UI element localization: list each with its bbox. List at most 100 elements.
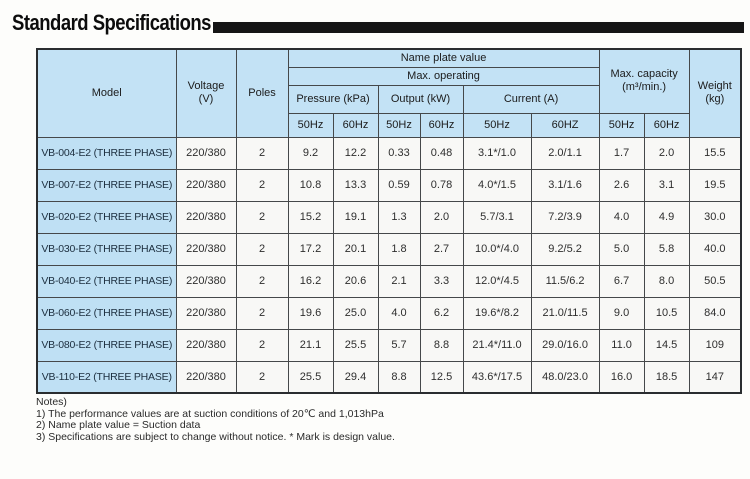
- cell-capacity-50hz: 1.7: [598, 136, 645, 170]
- col-group-max-operating: Max. operating: [287, 66, 600, 86]
- cell-output-60hz: 2.7: [419, 232, 464, 266]
- cell-current-60hz: 2.0/1.1: [530, 136, 600, 170]
- cell-capacity-60hz: 5.8: [643, 232, 690, 266]
- table-row: VB-080-E2 (THREE PHASE) 220/380 2 21.1 2…: [36, 328, 742, 362]
- cell-output-50hz: 5.7: [377, 328, 421, 362]
- cell-weight: 30.0: [688, 200, 742, 234]
- cell-weight: 84.0: [688, 296, 742, 330]
- table-row: VB-030-E2 (THREE PHASE) 220/380 2 17.2 2…: [36, 232, 742, 266]
- cell-weight: 147: [688, 360, 742, 394]
- cell-current-50hz: 21.4*/11.0: [462, 328, 532, 362]
- cell-poles: 2: [235, 200, 289, 234]
- cell-capacity-60hz: 4.9: [643, 200, 690, 234]
- cell-poles: 2: [235, 168, 289, 202]
- cell-output-50hz: 4.0: [377, 296, 421, 330]
- cell-pressure-50hz: 17.2: [287, 232, 334, 266]
- cell-output-50hz: 1.8: [377, 232, 421, 266]
- cell-capacity-50hz: 9.0: [598, 296, 645, 330]
- subheader-pressure-50hz: 50Hz: [287, 112, 334, 138]
- table-row: VB-110-E2 (THREE PHASE) 220/380 2 25.5 2…: [36, 360, 742, 394]
- cell-current-60hz: 3.1/1.6: [530, 168, 600, 202]
- cell-output-60hz: 2.0: [419, 200, 464, 234]
- col-header-weight: Weight (kg): [688, 48, 742, 138]
- cell-output-60hz: 8.8: [419, 328, 464, 362]
- cell-model: VB-004-E2 (THREE PHASE): [36, 136, 177, 170]
- cell-capacity-60hz: 18.5: [643, 360, 690, 394]
- subheader-capacity-50hz: 50Hz: [598, 112, 645, 138]
- cell-capacity-50hz: 2.6: [598, 168, 645, 202]
- subheader-current-50hz: 50Hz: [462, 112, 532, 138]
- note-line: 2) Name plate value = Suction data: [36, 419, 201, 431]
- cell-output-60hz: 3.3: [419, 264, 464, 298]
- page-title: Standard Specifications: [12, 10, 211, 35]
- col-header-output: Output (kW): [377, 84, 464, 114]
- cell-voltage: 220/380: [175, 328, 237, 362]
- cell-pressure-50hz: 21.1: [287, 328, 334, 362]
- cell-pressure-60hz: 29.4: [332, 360, 379, 394]
- notes-label: Notes): [36, 396, 67, 408]
- cell-weight: 40.0: [688, 232, 742, 266]
- cell-output-50hz: 0.59: [377, 168, 421, 202]
- cell-output-50hz: 2.1: [377, 264, 421, 298]
- cell-pressure-50hz: 19.6: [287, 296, 334, 330]
- subheader-current-60hz: 60HZ: [530, 112, 600, 138]
- table-row: VB-040-E2 (THREE PHASE) 220/380 2 16.2 2…: [36, 264, 742, 298]
- cell-output-50hz: 1.3: [377, 200, 421, 234]
- subheader-output-60hz: 60Hz: [419, 112, 464, 138]
- cell-pressure-50hz: 25.5: [287, 360, 334, 394]
- cell-output-60hz: 0.48: [419, 136, 464, 170]
- cell-weight: 19.5: [688, 168, 742, 202]
- cell-pressure-60hz: 13.3: [332, 168, 379, 202]
- cell-current-50hz: 10.0*/4.0: [462, 232, 532, 266]
- note-line: 3) Specifications are subject to change …: [36, 430, 395, 443]
- cell-pressure-50hz: 16.2: [287, 264, 334, 298]
- cell-current-60hz: 29.0/16.0: [530, 328, 600, 362]
- cell-voltage: 220/380: [175, 232, 237, 266]
- col-header-poles: Poles: [235, 48, 289, 138]
- col-header-voltage: Voltage (V): [175, 48, 237, 138]
- cell-voltage: 220/380: [175, 168, 237, 202]
- cell-pressure-60hz: 20.6: [332, 264, 379, 298]
- cell-poles: 2: [235, 264, 289, 298]
- table-row: VB-020-E2 (THREE PHASE) 220/380 2 15.2 1…: [36, 200, 742, 234]
- table-row: VB-060-E2 (THREE PHASE) 220/380 2 19.6 2…: [36, 296, 742, 330]
- cell-voltage: 220/380: [175, 264, 237, 298]
- cell-model: VB-060-E2 (THREE PHASE): [36, 296, 177, 330]
- cell-pressure-60hz: 19.1: [332, 200, 379, 234]
- col-header-max-capacity: Max. capacity (m³/min.): [598, 48, 690, 114]
- cell-output-60hz: 6.2: [419, 296, 464, 330]
- cell-output-60hz: 12.5: [419, 360, 464, 394]
- cell-current-50hz: 5.7/3.1: [462, 200, 532, 234]
- cell-poles: 2: [235, 136, 289, 170]
- table-row: VB-004-E2 (THREE PHASE) 220/380 2 9.2 12…: [36, 136, 742, 170]
- cell-model: VB-007-E2 (THREE PHASE): [36, 168, 177, 202]
- cell-current-60hz: 7.2/3.9: [530, 200, 600, 234]
- cell-pressure-60hz: 12.2: [332, 136, 379, 170]
- cell-current-50hz: 3.1*/1.0: [462, 136, 532, 170]
- cell-pressure-60hz: 25.5: [332, 328, 379, 362]
- cell-capacity-50hz: 11.0: [598, 328, 645, 362]
- col-header-pressure: Pressure (kPa): [287, 84, 379, 114]
- cell-current-50hz: 4.0*/1.5: [462, 168, 532, 202]
- cell-pressure-60hz: 25.0: [332, 296, 379, 330]
- cell-output-60hz: 0.78: [419, 168, 464, 202]
- cell-voltage: 220/380: [175, 360, 237, 394]
- cell-output-50hz: 8.8: [377, 360, 421, 394]
- subheader-output-50hz: 50Hz: [377, 112, 421, 138]
- col-header-current: Current (A): [462, 84, 600, 114]
- cell-poles: 2: [235, 360, 289, 394]
- table-row: VB-007-E2 (THREE PHASE) 220/380 2 10.8 1…: [36, 168, 742, 202]
- subheader-capacity-60hz: 60Hz: [643, 112, 690, 138]
- title-rule-bar: [213, 22, 744, 33]
- cell-poles: 2: [235, 328, 289, 362]
- cell-capacity-60hz: 8.0: [643, 264, 690, 298]
- cell-poles: 2: [235, 232, 289, 266]
- cell-model: VB-020-E2 (THREE PHASE): [36, 200, 177, 234]
- cell-voltage: 220/380: [175, 136, 237, 170]
- cell-current-50hz: 19.6*/8.2: [462, 296, 532, 330]
- cell-model: VB-030-E2 (THREE PHASE): [36, 232, 177, 266]
- cell-weight: 50.5: [688, 264, 742, 298]
- notes-block: Notes) 1) The performance values are at …: [36, 396, 395, 443]
- cell-capacity-50hz: 5.0: [598, 232, 645, 266]
